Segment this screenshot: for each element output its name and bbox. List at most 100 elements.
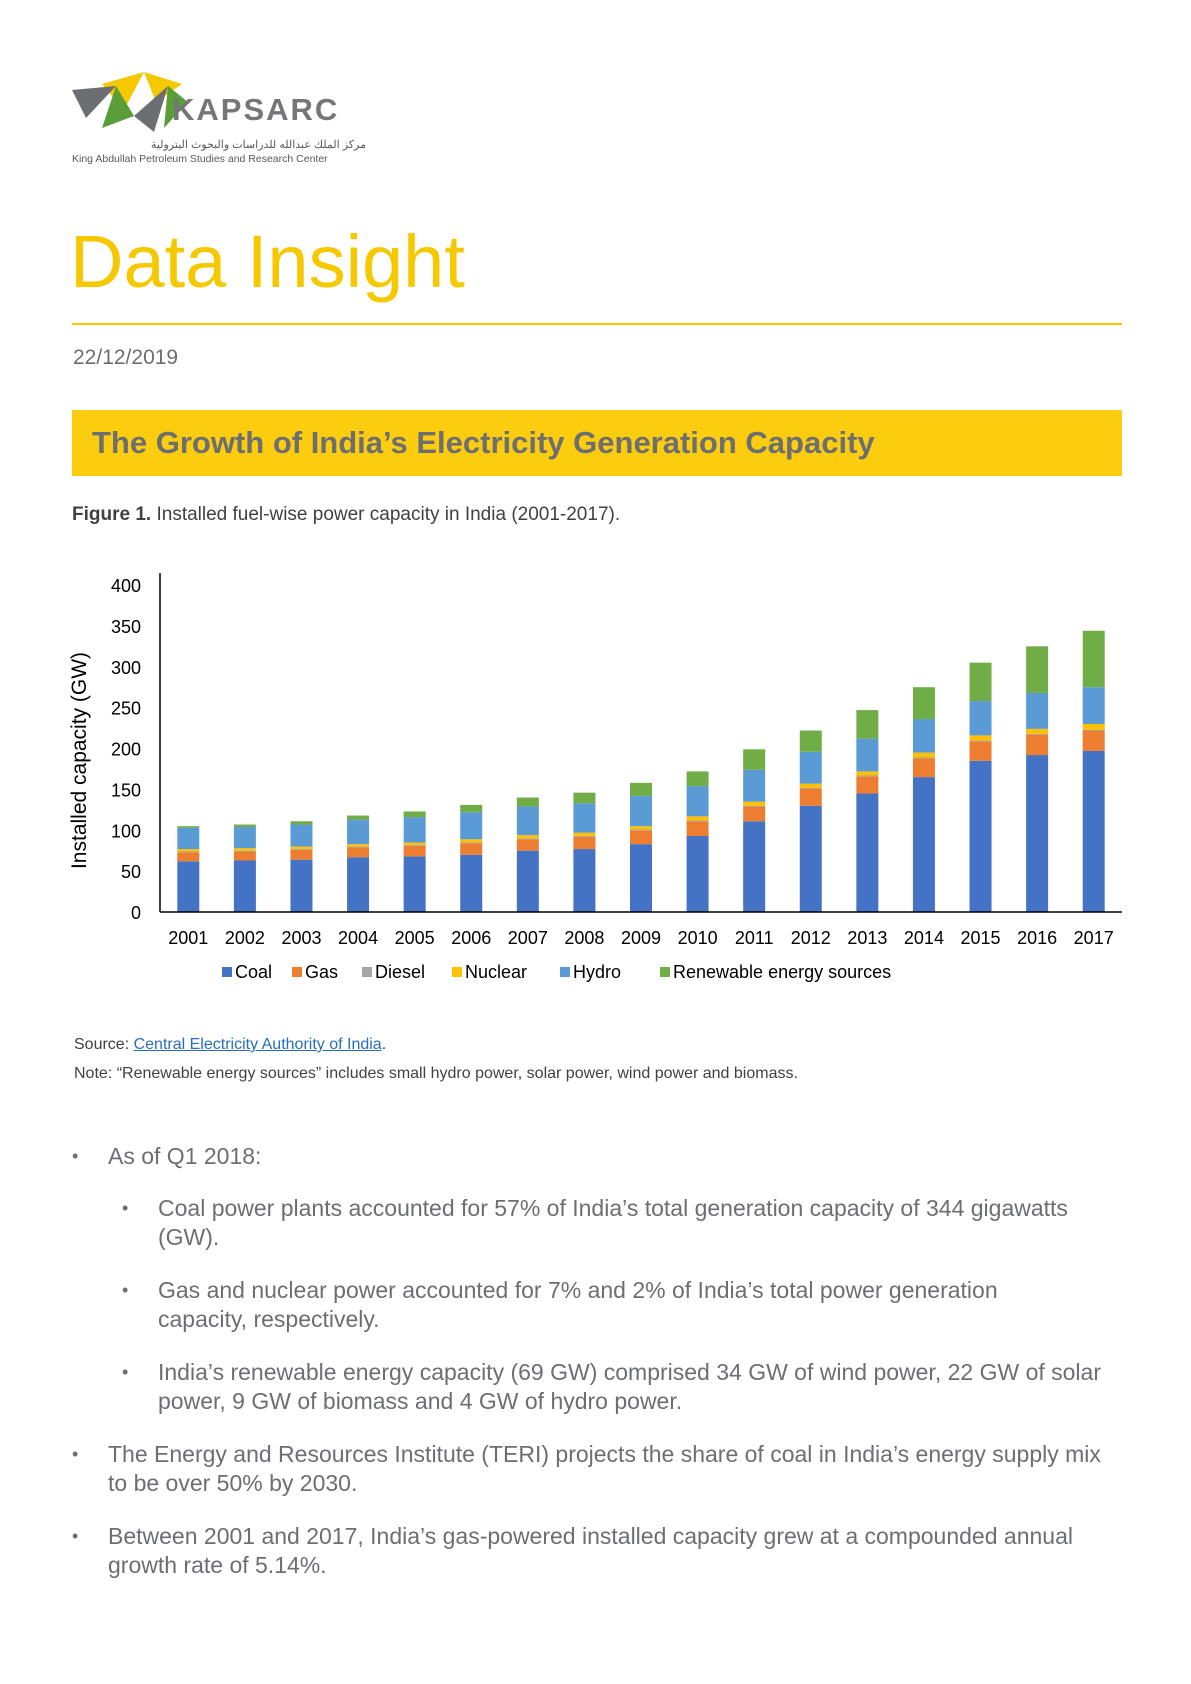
x-tick-label: 2014 — [904, 928, 944, 948]
bar-diesel — [969, 740, 992, 742]
bar-nuclear — [912, 752, 935, 758]
bar-gas — [177, 852, 200, 862]
bar-diesel — [743, 805, 766, 807]
x-tick-label: 2015 — [961, 928, 1001, 948]
bullet-text: As of Q1 2018: — [108, 1143, 262, 1169]
bar-renewable-energy-sources — [912, 687, 935, 720]
bar-coal — [799, 805, 822, 912]
bar-diesel — [290, 849, 313, 850]
x-tick-label: 2013 — [847, 928, 887, 948]
bar-renewable-energy-sources — [969, 662, 992, 702]
legend-label: Coal — [235, 962, 272, 982]
bar-coal — [1082, 750, 1105, 912]
bar-hydro — [686, 786, 709, 817]
bar-hydro — [856, 738, 879, 772]
bar-hydro — [630, 795, 652, 827]
x-tick-label: 2016 — [1017, 928, 1057, 948]
legend-label: Diesel — [375, 962, 425, 982]
bar-coal — [969, 760, 992, 912]
legend-swatch — [222, 967, 232, 977]
bar-coal — [233, 860, 256, 912]
y-tick-label: 100 — [111, 821, 141, 841]
bar-gas — [912, 758, 935, 778]
bullet-marker: • — [122, 1198, 129, 1218]
x-tick-label: 2005 — [395, 928, 435, 948]
bar-diesel — [1026, 733, 1049, 735]
x-tick-label: 2009 — [621, 928, 661, 948]
publication-date: 22/12/2019 — [73, 346, 179, 369]
kapsarc-logo-icon — [72, 72, 188, 132]
bar-diesel — [573, 835, 596, 837]
bar-gas — [347, 847, 370, 858]
bar-renewable-energy-sources — [1026, 646, 1049, 693]
bullet-text: India’s renewable energy capacity (69 GW… — [158, 1359, 1101, 1414]
bar-coal — [912, 777, 935, 912]
bar-renewable-energy-sources — [403, 811, 426, 818]
bar-diesel — [516, 838, 539, 840]
bar-nuclear — [686, 816, 709, 821]
bar-coal — [630, 844, 652, 912]
bar-coal — [743, 821, 766, 912]
org-arabic-name: مركز الملك عبدالله للدراسات والبحوث البت… — [150, 139, 366, 151]
bar-coal — [686, 835, 709, 912]
bar-renewable-energy-sources — [630, 782, 652, 796]
legend-swatch — [292, 967, 302, 977]
x-tick-label: 2006 — [451, 928, 491, 948]
bar-diesel — [233, 850, 256, 852]
bar-nuclear — [630, 826, 652, 830]
y-tick-label: 400 — [111, 576, 141, 596]
bar-coal — [573, 849, 596, 912]
bar-gas — [856, 776, 879, 794]
list-item: • As of Q1 2018: — [72, 1142, 1122, 1171]
legend-label: Renewable energy sources — [673, 962, 891, 982]
bar-gas — [233, 851, 256, 861]
y-tick-label: 250 — [111, 699, 141, 719]
y-tick-label: 350 — [111, 617, 141, 637]
bar-gas — [799, 788, 822, 806]
y-tick-label: 50 — [121, 862, 141, 882]
bar-nuclear — [743, 801, 766, 806]
bar-hydro — [233, 826, 256, 849]
bar-coal — [403, 856, 426, 912]
list-item: • Between 2001 and 2017, India’s gas-pow… — [72, 1522, 1127, 1580]
bar-diesel — [856, 775, 879, 777]
bullet-marker: • — [72, 1526, 79, 1546]
list-item: • The Energy and Resources Institute (TE… — [72, 1440, 1122, 1498]
bar-hydro — [290, 824, 313, 847]
bar-nuclear — [856, 771, 879, 776]
chart-note: Note: “Renewable energy sources” include… — [74, 1065, 798, 1082]
bar-nuclear — [403, 842, 426, 845]
bar-coal — [290, 859, 313, 912]
source-link[interactable]: Central Electricity Authority of India — [133, 1036, 382, 1053]
org-full-name: King Abdullah Petroleum Studies and Rese… — [72, 153, 328, 165]
bullet-marker: • — [72, 1146, 79, 1166]
capacity-chart: Installed capacity (GW) 0 50 100 150 200 250 30… — [68, 573, 1122, 982]
bullet-text: Gas and nuclear power accounted for 7% a… — [158, 1277, 998, 1332]
y-tick-label: 150 — [111, 780, 141, 800]
x-tick-label: 2012 — [791, 928, 831, 948]
bar-hydro — [799, 751, 822, 784]
list-item: • India’s renewable energy capacity (69 … — [122, 1358, 1122, 1416]
bar-gas — [403, 845, 426, 857]
bar-gas — [1082, 730, 1105, 751]
bar-gas — [290, 849, 313, 860]
source-suffix: . — [381, 1036, 387, 1053]
bar-coal — [516, 850, 539, 912]
bar-gas — [686, 821, 709, 836]
x-tick-label: 2003 — [281, 928, 321, 948]
list-item: • Gas and nuclear power accounted for 7%… — [122, 1276, 1082, 1334]
y-tick-label: 200 — [111, 740, 141, 760]
title-divider — [72, 323, 1122, 325]
legend-label: Gas — [305, 962, 338, 982]
bar-renewable-energy-sources — [743, 749, 766, 770]
document-type-title: Data Insight — [70, 220, 465, 303]
bar-gas — [969, 741, 992, 761]
legend-label: Hydro — [573, 962, 621, 982]
x-tick-label: 2002 — [225, 928, 265, 948]
title-banner: The Growth of India’s Electricity Genera… — [72, 410, 1122, 476]
bar-renewable-energy-sources — [1082, 630, 1105, 688]
bar-nuclear — [233, 848, 256, 851]
page-title: The Growth of India’s Electricity Genera… — [92, 425, 875, 460]
bar-hydro — [912, 719, 935, 753]
bar-renewable-energy-sources — [347, 815, 370, 820]
